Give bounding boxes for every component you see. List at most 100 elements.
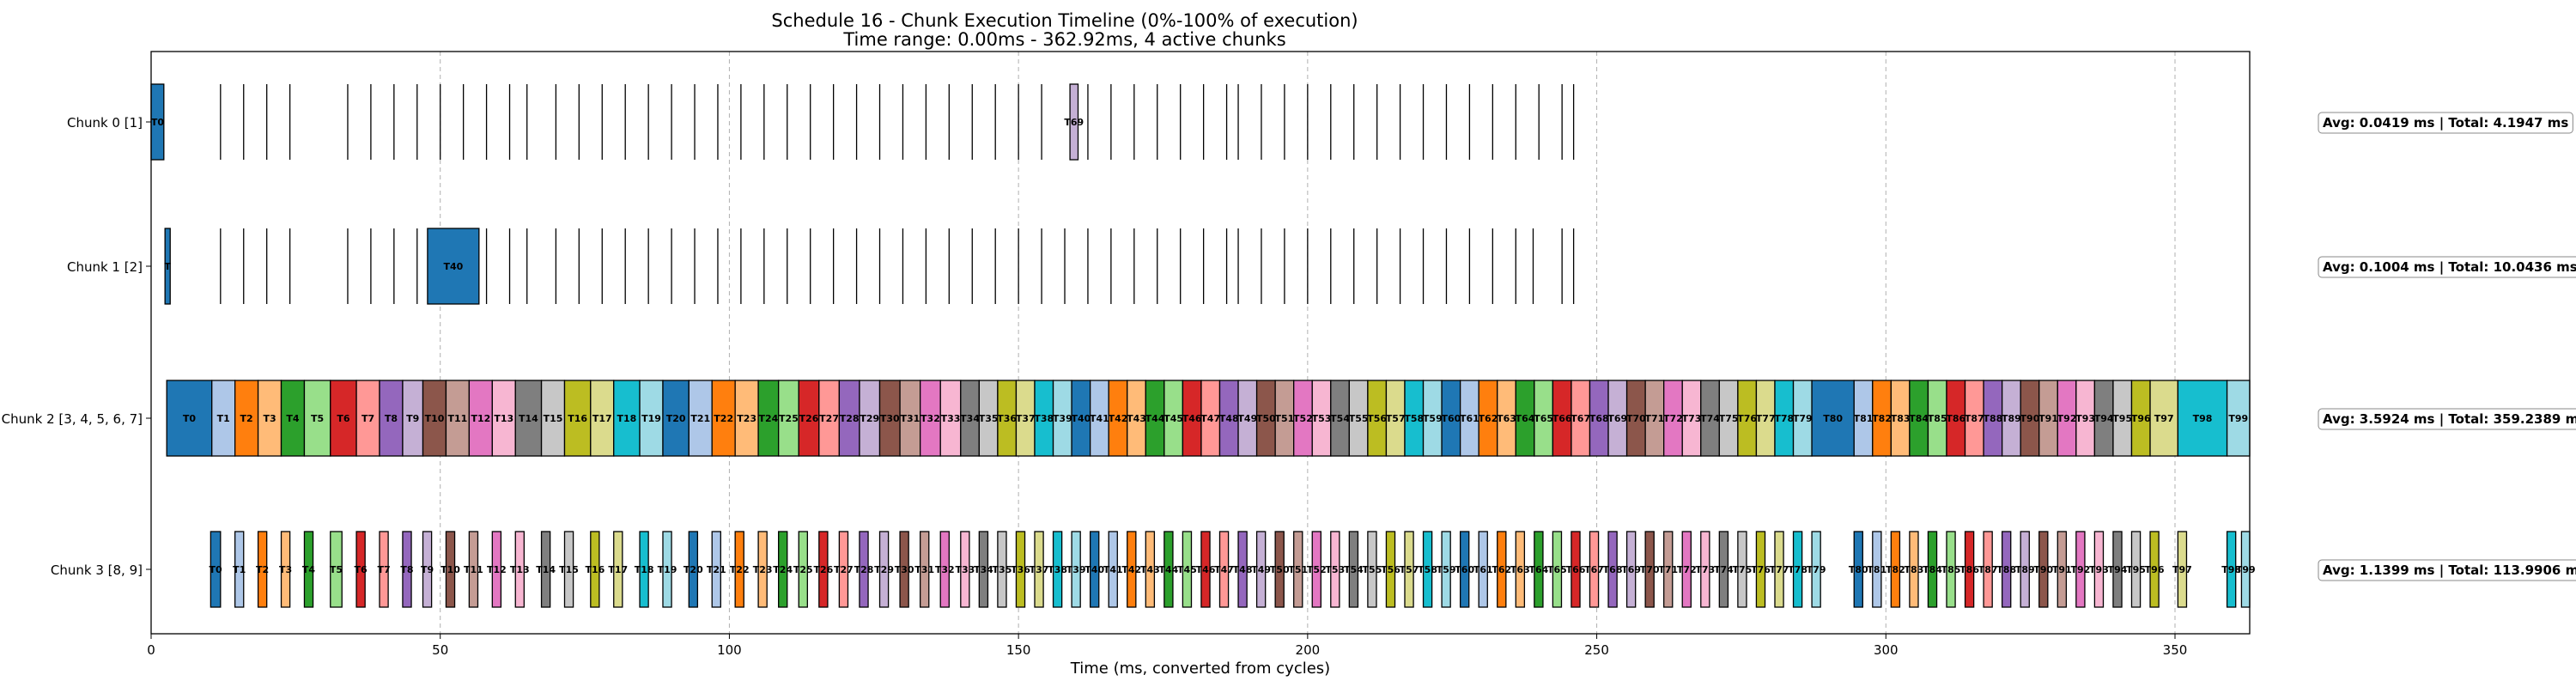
summary-box xyxy=(2318,559,2576,581)
task-label: T40 xyxy=(443,261,463,272)
task-bar xyxy=(2112,531,2123,608)
task-label: T39 xyxy=(1053,413,1072,424)
task-label: T4 xyxy=(286,413,300,424)
task-label: T10 xyxy=(440,564,460,575)
task-bar xyxy=(711,531,721,608)
task-bar xyxy=(688,531,699,608)
task-bar xyxy=(1163,531,1174,608)
x-tick-label: 0 xyxy=(147,642,155,658)
task-bar xyxy=(1422,531,1433,608)
task-bar xyxy=(662,531,672,608)
task-label: T47 xyxy=(1214,564,1234,575)
task-label: T66 xyxy=(1566,564,1586,575)
task-label: T34 xyxy=(960,413,980,424)
task-bar xyxy=(1589,531,1600,608)
task-label: T66 xyxy=(1552,413,1572,424)
task-label: T61 xyxy=(1473,564,1493,575)
task-label: T55 xyxy=(1363,564,1382,575)
task-label: T2 xyxy=(256,564,269,575)
task-bar xyxy=(234,380,259,457)
task-label: T54 xyxy=(1330,413,1350,424)
task-label: T69 xyxy=(1607,413,1627,424)
task-label: T59 xyxy=(1437,564,1456,575)
x-tick-label: 200 xyxy=(1296,642,1321,658)
task-bar xyxy=(639,380,664,457)
task-bar xyxy=(2038,531,2049,608)
task-label: T73 xyxy=(1695,564,1715,575)
task-label: T97 xyxy=(2154,413,2174,424)
task-bar xyxy=(960,531,970,608)
task-bar xyxy=(2177,380,2228,457)
task-label: T98 xyxy=(2221,564,2241,575)
task-bar xyxy=(1737,531,1747,608)
task-label: T69 xyxy=(1064,117,1084,128)
task-label: T99 xyxy=(2236,564,2256,575)
task-label: T13 xyxy=(494,413,513,424)
task-bar xyxy=(1127,531,1137,608)
task-label: T20 xyxy=(683,564,703,575)
task-bar xyxy=(978,531,989,608)
task-bar xyxy=(280,531,291,608)
task-label: T82 xyxy=(1872,413,1892,424)
task-bar xyxy=(1607,531,1618,608)
task-bar xyxy=(1478,531,1488,608)
task-label: T58 xyxy=(1404,413,1424,424)
task-bar xyxy=(1034,531,1044,608)
task-label: T32 xyxy=(920,413,940,424)
task-label: T88 xyxy=(1983,413,2002,424)
task-label: T11 xyxy=(448,413,468,424)
task-label: T33 xyxy=(941,413,961,424)
task-bar xyxy=(1534,531,1544,608)
task-label: T75 xyxy=(1733,564,1753,575)
task-label: T46 xyxy=(1196,564,1216,575)
task-label: T3 xyxy=(263,413,276,424)
task-bar xyxy=(2057,531,2068,608)
task-bar xyxy=(1890,531,1901,608)
x-tick-label: 100 xyxy=(717,642,742,658)
task-label: T64 xyxy=(1528,564,1548,575)
task-label: T80 xyxy=(1849,564,1868,575)
task-label: T80 xyxy=(1823,413,1843,424)
task-label: T71 xyxy=(1645,413,1665,424)
task-bar xyxy=(234,531,245,608)
task-label: T52 xyxy=(1293,413,1313,424)
task-label: T96 xyxy=(2145,564,2165,575)
task-bar xyxy=(1946,531,1956,608)
task-label: T11 xyxy=(464,564,483,575)
task-bar xyxy=(1983,531,1993,608)
task-bar xyxy=(1145,531,1156,608)
task-bar xyxy=(1385,531,1396,608)
task-label: T55 xyxy=(1349,413,1369,424)
task-label: T62 xyxy=(1479,413,1498,424)
task-bar xyxy=(379,531,389,608)
task-label: T0 xyxy=(210,564,223,575)
task-bar xyxy=(2130,531,2142,608)
task-label: T34 xyxy=(974,564,993,575)
task-label: T96 xyxy=(2131,413,2151,424)
task-label: T31 xyxy=(900,413,920,424)
task-label: T89 xyxy=(2002,413,2021,424)
task-label: T26 xyxy=(799,413,819,424)
chart-title: Schedule 16 - Chunk Execution Timeline (… xyxy=(771,10,1358,31)
task-bar xyxy=(427,228,480,305)
task-label: T76 xyxy=(1737,413,1757,424)
task-label: T37 xyxy=(1016,413,1036,424)
task-label: T44 xyxy=(1158,564,1178,575)
y-tick-label: Chunk 1 [2] xyxy=(67,259,143,275)
task-bar xyxy=(734,531,744,608)
task-bar xyxy=(1811,531,1821,608)
task-label: T25 xyxy=(779,413,799,424)
task-bar xyxy=(445,380,471,457)
task-label: T62 xyxy=(1492,564,1511,575)
task-label: T41 xyxy=(1103,564,1123,575)
summary-box xyxy=(2318,112,2573,134)
task-label: T67 xyxy=(1571,413,1590,424)
task-label: T73 xyxy=(1682,413,1702,424)
plot-frame xyxy=(150,51,2251,635)
task-bar xyxy=(1404,531,1414,608)
task-label: T33 xyxy=(955,564,975,575)
task-label: T51 xyxy=(1275,413,1295,424)
task-label: T43 xyxy=(1127,413,1146,424)
summary-box xyxy=(2318,408,2576,430)
